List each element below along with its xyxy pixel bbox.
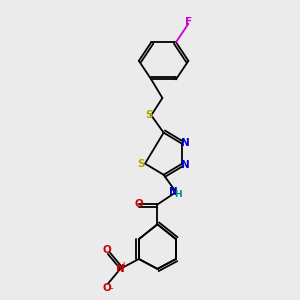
Text: F: F: [185, 17, 192, 27]
Text: H: H: [174, 190, 182, 199]
Text: N: N: [169, 187, 177, 197]
Text: O: O: [102, 283, 111, 293]
Text: O: O: [134, 200, 143, 209]
Text: S: S: [146, 110, 153, 120]
Text: ⁻: ⁻: [109, 286, 113, 295]
Text: S: S: [138, 159, 145, 169]
Text: N: N: [116, 264, 125, 274]
Text: N: N: [181, 160, 190, 170]
Text: +: +: [121, 261, 127, 270]
Text: N: N: [181, 138, 190, 148]
Text: O: O: [102, 245, 111, 255]
